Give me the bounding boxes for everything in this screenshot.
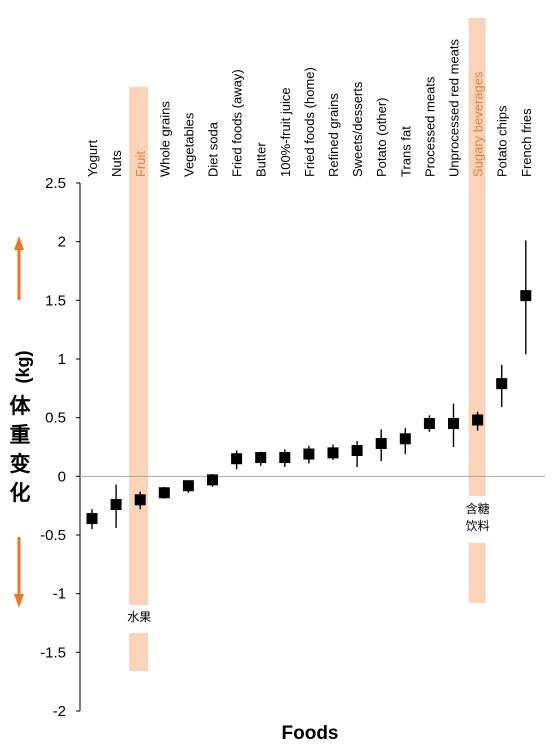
category-label-yogurt: Yogurt [85, 140, 100, 177]
y-axis-unit: (kg) [13, 351, 33, 384]
data-point-potato-other [375, 437, 387, 449]
sugary-beverages-annotation-line: 含糖 [466, 501, 490, 516]
data-point-sweets-desserts [351, 445, 363, 457]
category-labels: Yogurt Nuts Fruit Whole grains Vegetables Die… [85, 38, 534, 177]
data-point-sugary-beverages [472, 414, 484, 426]
fruit-highlight-band [129, 87, 149, 605]
category-label-nuts: Nuts [109, 150, 124, 177]
fruit-annotation: 水果 [127, 610, 151, 624]
data-point-trans-fat [399, 433, 411, 445]
y-axis: -2 -1.5 -1 -0.5 0 0.5 1 1.5 2 2.5 [40, 175, 81, 720]
data-point-butter [255, 452, 267, 464]
category-label-trans-fat: Trans fat [398, 126, 413, 177]
category-label-french-fries: French fries [519, 108, 534, 177]
sugary-beverages-highlight-band-lower [468, 543, 486, 603]
data-point-100-fruit-juice [279, 452, 291, 464]
category-label-vegetables: Vegetables [181, 112, 196, 177]
data-points [86, 290, 532, 525]
category-label-potato-chips: Potato chips [495, 105, 510, 177]
data-point-diet-soda [207, 474, 218, 486]
y-tick-label: 0.5 [45, 410, 66, 427]
category-label-butter: Butter [254, 142, 269, 177]
y-tick-label: -2 [53, 703, 66, 720]
sugary-beverages-annotation-line: 饮料 [466, 519, 490, 533]
y-axis-label-char: 体 [10, 395, 32, 418]
up-arrow-head [14, 236, 24, 250]
data-point-refined-grains [327, 447, 339, 459]
category-label-sugary-beverages: Sugary beverages [471, 71, 486, 177]
y-tick-label: -1 [53, 586, 66, 603]
y-tick-label: 0 [58, 468, 66, 485]
y-tick-label: 1.5 [45, 292, 66, 309]
category-label-diet-soda: Diet soda [206, 121, 221, 177]
y-tick-label: 1 [58, 351, 66, 368]
y-tick-label: 2.5 [45, 175, 66, 192]
y-tick-label: -0.5 [40, 527, 66, 544]
x-axis-label: Foods [282, 723, 339, 744]
y-axis-label-char: 重 [10, 424, 31, 447]
category-label-fruit: Fruit [133, 151, 148, 177]
category-label-100-fruit-juice: 100%-fruit juice [278, 87, 293, 177]
y-axis-label-char: 变 [10, 452, 31, 476]
sugary-beverages-highlight-band [468, 18, 486, 496]
data-point-french-fries [520, 290, 532, 302]
data-point-fried-foods-away [231, 453, 243, 465]
data-point-processed-meats [423, 418, 435, 430]
fruit-highlight-band-lower [129, 633, 149, 671]
category-label-fried-foods-away: Fried foods (away) [230, 69, 245, 177]
y-axis-label-char: 化 [10, 481, 31, 505]
error-bars [91, 240, 527, 530]
data-point-yogurt [86, 513, 98, 525]
category-label-whole-grains: Whole grains [157, 101, 172, 177]
category-label-fried-foods-home: Fried foods (home) [302, 67, 317, 177]
category-label-unprocessed-red-meats: Unprocessed red meats [447, 38, 462, 177]
data-point-vegetables [182, 480, 194, 492]
category-label-potato-other: Potato (other) [374, 98, 389, 178]
data-point-unprocessed-red-meats [448, 418, 459, 430]
data-point-fruit [134, 494, 146, 506]
y-tick-label: 2 [58, 234, 66, 251]
highlight-bands [129, 18, 486, 671]
data-point-whole-grains [158, 487, 170, 499]
data-point-potato-chips [496, 378, 508, 390]
down-arrow-head [14, 594, 24, 608]
y-tick-label: -1.5 [40, 644, 66, 661]
category-label-processed-meats: Processed meats [422, 76, 437, 177]
category-label-refined-grains: Refined grains [326, 93, 341, 177]
data-point-nuts [110, 498, 122, 510]
data-point-fried-foods-home [303, 448, 315, 460]
category-label-sweets-desserts: Sweets/desserts [350, 81, 365, 177]
arrows [14, 236, 24, 608]
